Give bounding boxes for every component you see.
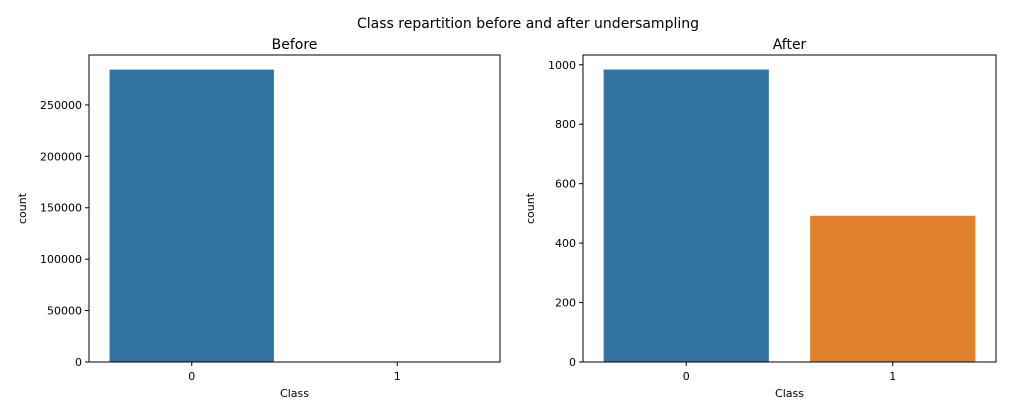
chart-before: 0 50000 100000 150000 200000 250000 0 1 Before Cl… bbox=[16, 37, 501, 400]
chart-after-ytick-label: 0 bbox=[569, 356, 576, 369]
figure-suptitle: Class repartition before and after under… bbox=[357, 16, 699, 32]
chart-before-ytick-label: 50000 bbox=[47, 305, 82, 318]
chart-after-ylabel: count bbox=[524, 192, 537, 224]
chart-after-xtick-label: 0 bbox=[683, 370, 690, 383]
chart-after-ytick-label: 800 bbox=[555, 118, 576, 131]
chart-after-bar-class-1 bbox=[810, 215, 976, 362]
chart-after-axes-frame bbox=[582, 54, 997, 363]
chart-before-axes-frame bbox=[88, 54, 501, 363]
chart-after: 0 200 400 600 800 1000 0 1 After Class count bbox=[524, 37, 997, 400]
chart-after-ytick-label: 400 bbox=[555, 237, 576, 250]
chart-before-ytick-label: 200000 bbox=[40, 150, 82, 163]
chart-after-ytick-label: 1000 bbox=[548, 59, 576, 72]
chart-before-title: Before bbox=[272, 37, 318, 53]
chart-after-ytick-label: 600 bbox=[555, 178, 576, 191]
chart-before-xlabel: Class bbox=[280, 387, 309, 400]
chart-after-bar-class-0 bbox=[603, 69, 769, 362]
chart-before-ytick-label: 250000 bbox=[40, 99, 82, 112]
chart-before-xtick-label: 1 bbox=[394, 370, 401, 383]
chart-after-ytick-label: 200 bbox=[555, 297, 576, 310]
chart-after-title: After bbox=[773, 37, 807, 53]
chart-before-ytick-label: 150000 bbox=[40, 202, 82, 215]
chart-after-xtick-label: 1 bbox=[889, 370, 896, 383]
chart-before-ytick-label: 100000 bbox=[40, 253, 82, 266]
chart-before-ylabel: count bbox=[16, 192, 29, 224]
chart-before-xtick-label: 0 bbox=[188, 370, 195, 383]
chart-before-bar-class-0 bbox=[109, 69, 274, 362]
chart-after-xlabel: Class bbox=[775, 387, 804, 400]
chart-before-ytick-label: 0 bbox=[75, 356, 82, 369]
